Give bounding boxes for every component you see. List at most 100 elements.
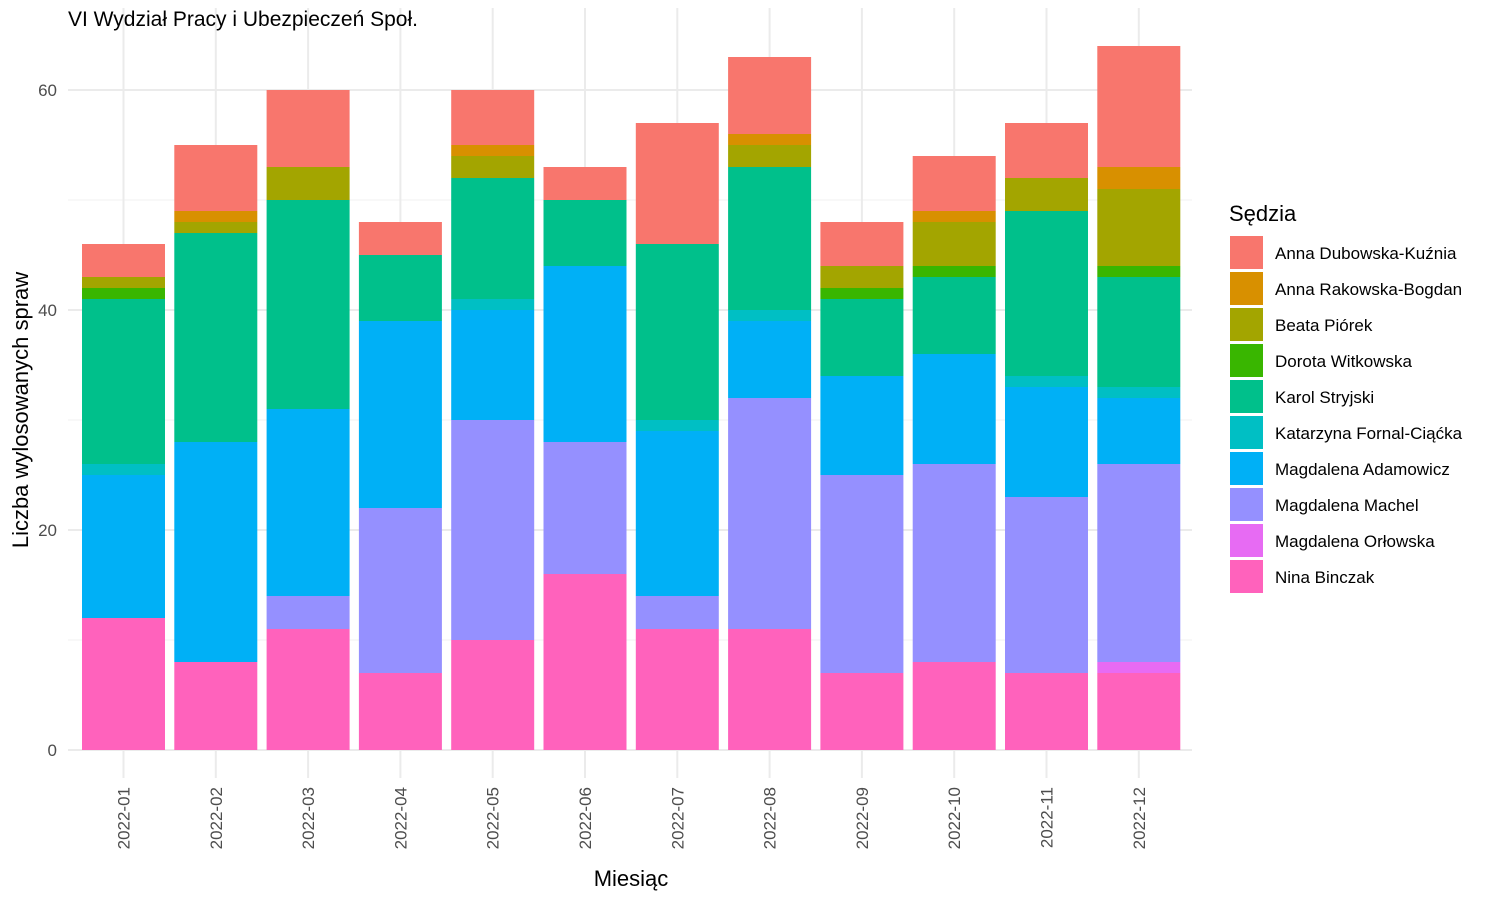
bar-segment: [912, 662, 996, 750]
bar-segment: [174, 211, 258, 222]
bar-segment: [543, 167, 627, 200]
legend-label: Magdalena Adamowicz: [1275, 460, 1450, 479]
bar-segment: [1097, 387, 1181, 398]
bar-segment: [635, 596, 719, 629]
bar-segment: [820, 288, 904, 299]
bar-segment: [451, 145, 535, 156]
bar-segment: [1097, 464, 1181, 662]
x-tick-label: 2022-04: [391, 787, 410, 849]
bar-segment: [635, 420, 719, 431]
legend-swatch: [1230, 416, 1263, 449]
legend-label: Beata Piórek: [1275, 316, 1373, 335]
axes: 0 20 40 60 2022-01 2022-02 2022-03 2022-04 2022-…: [38, 81, 1149, 849]
bar-segment: [820, 673, 904, 750]
x-tick-label: 2022-01: [115, 787, 134, 849]
bar-segment: [451, 640, 535, 750]
bar-segment: [1097, 277, 1181, 387]
legend-label: Magdalena Orłowska: [1275, 532, 1435, 551]
x-tick-label: 2022-07: [668, 787, 687, 849]
legend-label: Anna Dubowska-Kuźnia: [1275, 244, 1457, 263]
bar-segment: [1097, 662, 1181, 673]
y-tick-label: 40: [38, 301, 57, 320]
bar-segment: [82, 464, 165, 475]
bar-segment: [82, 618, 165, 750]
legend-swatch: [1230, 272, 1263, 305]
bar-segment: [451, 299, 535, 310]
bar-segment: [82, 299, 165, 464]
bar-segment: [1097, 189, 1181, 266]
bar-segment: [358, 222, 442, 255]
x-tick-label: 2022-09: [853, 787, 872, 849]
bar-segment: [174, 145, 258, 211]
bar-segment: [1005, 387, 1088, 497]
bar-segment: [912, 211, 996, 222]
bar-segment: [1005, 497, 1088, 673]
bar-segment: [543, 442, 627, 574]
y-tick-label: 0: [48, 741, 57, 760]
bar-segment: [266, 90, 350, 167]
legend-items: Anna Dubowska-Kuźnia Anna Rakowska-Bogdan…: [1230, 236, 1463, 593]
legend-label: Magdalena Machel: [1275, 496, 1419, 515]
bar-segment: [82, 288, 165, 299]
legend-label: Dorota Witkowska: [1275, 352, 1413, 371]
bar-segment: [1005, 211, 1088, 376]
legend-swatch: [1230, 344, 1263, 377]
bar-segment: [912, 464, 996, 662]
legend-swatch: [1230, 452, 1263, 485]
bar-segment: [912, 222, 996, 266]
bar-segment: [728, 398, 812, 629]
bar-segment: [266, 596, 350, 629]
bar-segment: [1005, 178, 1088, 211]
bar-segment: [266, 200, 350, 409]
bar-segment: [358, 321, 442, 508]
bar-segment: [912, 277, 996, 354]
bar-segment: [635, 629, 719, 750]
x-tick-label: 2022-08: [761, 787, 780, 849]
bar-segment: [728, 321, 812, 398]
bar-segment: [174, 222, 258, 233]
legend-swatch: [1230, 308, 1263, 341]
bar-segment: [912, 266, 996, 277]
x-tick-label: 2022-03: [299, 787, 318, 849]
legend: Sędzia Anna Dubowska-Kuźnia Anna Rakowska…: [1229, 201, 1463, 593]
bar-segment: [451, 420, 535, 640]
bar-segment: [1005, 376, 1088, 387]
bar-segment: [358, 508, 442, 673]
bar-segment: [543, 574, 627, 750]
bar-segment: [82, 475, 165, 618]
bar-segment: [912, 354, 996, 464]
legend-swatch: [1230, 524, 1263, 557]
bar-segment: [543, 266, 627, 442]
bar-segment: [728, 167, 812, 310]
legend-swatch: [1230, 236, 1263, 269]
bar-segment: [1097, 46, 1181, 167]
bar-segment: [174, 233, 258, 442]
bar-segment: [635, 123, 719, 244]
bar-segment: [266, 629, 350, 750]
x-axis-label: Miesiąc: [594, 866, 669, 891]
bar-segment: [451, 90, 535, 145]
bar-segment: [266, 167, 350, 200]
bar-segment: [635, 244, 719, 420]
bar-segment: [174, 662, 258, 750]
bar-segment: [1097, 673, 1181, 750]
bar-segment: [358, 255, 442, 321]
bar-segment: [820, 475, 904, 673]
legend-label: Anna Rakowska-Bogdan: [1275, 280, 1462, 299]
y-axis-label: Liczba wylosowanych spraw: [8, 272, 33, 548]
bar-segment: [266, 409, 350, 596]
legend-swatch: [1230, 560, 1263, 593]
bar-segment: [451, 156, 535, 178]
x-tick-label: 2022-02: [207, 787, 226, 849]
x-tick-label: 2022-06: [576, 787, 595, 849]
y-tick-label: 20: [38, 521, 57, 540]
bar-segment: [728, 134, 812, 145]
bar-segment: [635, 431, 719, 596]
legend-label: Nina Binczak: [1275, 568, 1375, 587]
bar-segment: [820, 376, 904, 475]
bar-segment: [451, 310, 535, 420]
bar-segment: [912, 156, 996, 211]
legend-swatch: [1230, 380, 1263, 413]
x-tick-label: 2022-11: [1038, 787, 1057, 848]
bar-segment: [174, 442, 258, 662]
